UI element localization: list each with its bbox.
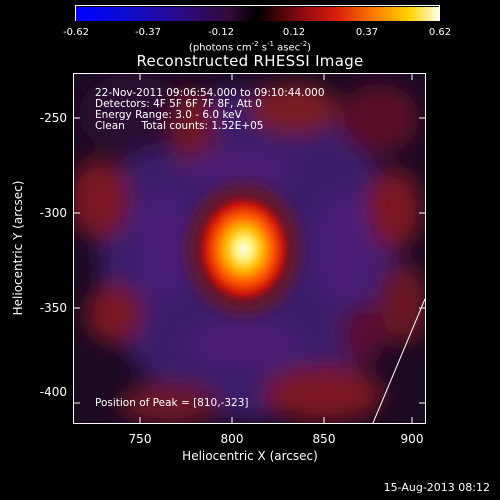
rhessi-image-plot bbox=[73, 73, 426, 424]
x-tick-label: 900 bbox=[400, 432, 424, 446]
timestamp: 15-Aug-2013 08:12 bbox=[383, 481, 490, 494]
image-title: Reconstructed RHESSI Image bbox=[136, 52, 364, 70]
colorbar-tick-label: -0.37 bbox=[135, 27, 161, 38]
colorbar-gradient bbox=[76, 7, 439, 21]
peak-position-text: Position of Peak = [810,-323] bbox=[95, 397, 249, 409]
clean-counts-text: Clean Total counts: 1.52E+05 bbox=[95, 120, 264, 132]
x-tick-label: 800 bbox=[220, 432, 244, 446]
colorbar bbox=[75, 5, 440, 21]
y-tick-label: -350 bbox=[39, 301, 67, 315]
x-tick-label: 850 bbox=[312, 432, 336, 446]
colorbar-unit-label: (photons cm-2 s-1 asec-2) bbox=[188, 40, 312, 54]
detectors-text: Detectors: 4F 5F 6F 7F 8F, Att 0 bbox=[95, 98, 262, 110]
colorbar-tick-label: -0.12 bbox=[208, 27, 234, 38]
x-tick-label: 750 bbox=[128, 432, 152, 446]
limb-line bbox=[372, 298, 425, 423]
time-range-text: 22-Nov-2011 09:06:54.000 to 09:10:44.000 bbox=[95, 87, 325, 99]
y-tick-label: -300 bbox=[39, 206, 67, 220]
colorbar-tick-label: 0.62 bbox=[428, 27, 452, 38]
colorbar-tick-label: 0.37 bbox=[355, 27, 379, 38]
y-tick-label: -400 bbox=[39, 385, 67, 399]
energy-range-text: Energy Range: 3.0 - 6.0 keV bbox=[95, 109, 242, 121]
colorbar-tick-label: -0.62 bbox=[63, 27, 89, 38]
rhessi-image bbox=[74, 74, 425, 423]
colorbar-tick-label: 0.12 bbox=[282, 27, 306, 38]
y-tick-label: -250 bbox=[39, 111, 67, 125]
y-axis-label: Heliocentric Y (arcsec) bbox=[11, 180, 25, 316]
x-axis-label: Heliocentric X (arcsec) bbox=[182, 449, 318, 463]
